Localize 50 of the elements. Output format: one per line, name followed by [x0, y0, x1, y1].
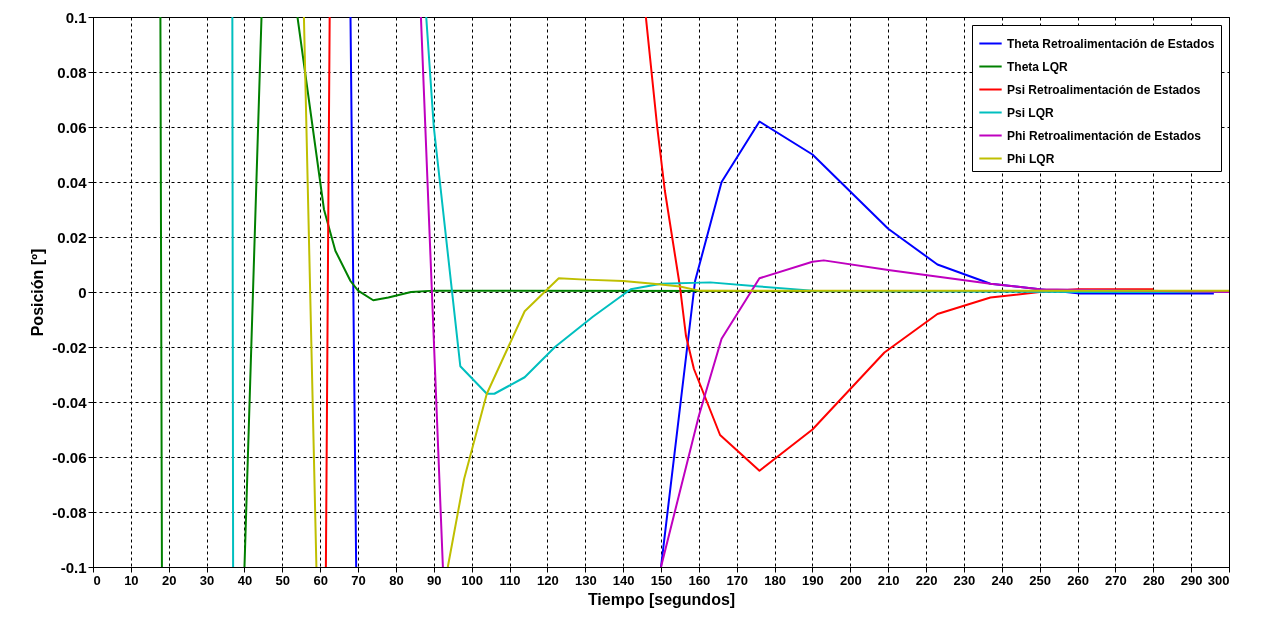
- x-tick-label: 230: [953, 572, 976, 588]
- x-tick-label: 100: [461, 572, 484, 588]
- x-tick-label: 30: [199, 572, 215, 588]
- x-tick-label: 210: [877, 572, 900, 588]
- x-tick-label: 90: [427, 572, 442, 588]
- x-tick-label: 200: [839, 572, 862, 588]
- x-tick-label: 70: [351, 572, 366, 588]
- x-tick-label: 250: [1029, 572, 1052, 588]
- legend-label: Psi Retroalimentación de Estados: [1007, 82, 1201, 97]
- x-tick-label: 170: [726, 572, 749, 588]
- legend-label: Phi Retroalimentación de Estados: [1007, 128, 1202, 143]
- x-tick-label: 50: [275, 572, 291, 588]
- y-tick-label: 0.08: [57, 63, 87, 81]
- x-tick-label: 40: [237, 572, 253, 588]
- x-tick-label: 60: [313, 572, 328, 588]
- x-axis-title: Tiempo [segundos]: [587, 590, 736, 608]
- legend-label: Theta LQR: [1007, 59, 1068, 74]
- x-tick-label: 270: [1105, 572, 1127, 588]
- y-axis-title: Posición [º]: [29, 248, 47, 337]
- legend-label: Theta Retroalimentación de Estados: [1007, 36, 1215, 51]
- y-tick-label: -0.08: [52, 503, 87, 521]
- y-tick-label: -0.1: [60, 558, 87, 576]
- x-tick-label: 190: [802, 572, 824, 588]
- x-tick-label: 150: [650, 572, 673, 588]
- y-tick-label: 0: [78, 283, 87, 301]
- x-tick-label: 300: [1207, 572, 1230, 588]
- x-tick-label: 160: [688, 572, 711, 588]
- y-tick-label: 0.1: [65, 8, 87, 26]
- y-tick-label: -0.06: [52, 448, 87, 466]
- y-tick-label: 0.04: [57, 173, 88, 191]
- x-tick-label: 110: [499, 572, 521, 588]
- x-tick-label: 290: [1180, 572, 1203, 588]
- legend-label: Psi LQR: [1007, 105, 1055, 120]
- y-tick-label: -0.04: [52, 393, 88, 411]
- x-tick-label: 0: [93, 572, 101, 588]
- x-tick-label: 260: [1067, 572, 1089, 588]
- x-tick-label: 120: [537, 572, 559, 588]
- x-tick-label: 280: [1142, 572, 1165, 588]
- y-tick-label: 0.06: [57, 118, 87, 136]
- x-tick-label: 240: [991, 572, 1014, 588]
- x-tick-label: 140: [612, 572, 635, 588]
- x-tick-label: 10: [124, 572, 139, 588]
- legend-label: Phi LQR: [1007, 151, 1055, 166]
- x-tick-label: 20: [162, 572, 177, 588]
- y-tick-label: -0.02: [52, 338, 87, 356]
- x-tick-label: 220: [915, 572, 938, 588]
- x-tick-label: 180: [764, 572, 786, 588]
- x-tick-label: 130: [574, 572, 597, 588]
- y-tick-label: 0.02: [57, 228, 87, 246]
- x-tick-label: 80: [389, 572, 404, 588]
